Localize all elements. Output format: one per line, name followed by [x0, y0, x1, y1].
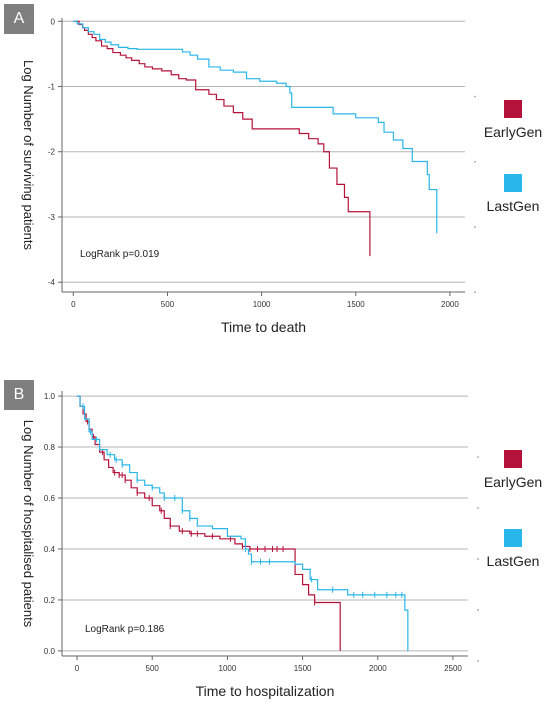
legend-item-lastgen-a: LastGen [463, 174, 550, 214]
x-tick-label-3: 1500 [347, 300, 365, 309]
chart-panel-b: 1.0 0.8 0.6 0.4 0.2 0.0 0 500 1000 1500 2000 2500 Ti… [0, 356, 550, 712]
y-tick-label-0: 1.0 [44, 392, 56, 401]
legend-swatch-lastgen-b [504, 529, 522, 547]
y-tick-label-0: 0 [51, 17, 56, 26]
panel-label-b: B [4, 380, 34, 410]
panel-label-a: A [4, 4, 34, 34]
y-tick-label-2: 0.6 [44, 494, 56, 503]
y-axis-label: Log Number of hospitalised patients [21, 420, 36, 628]
x-tick-label-3: 1500 [294, 664, 312, 673]
legend-label-earlygen-a: EarlyGen [483, 124, 543, 140]
edge-dot-2 [477, 507, 479, 509]
x-tick-label-1: 500 [161, 300, 175, 309]
legend-swatch-lastgen-a [504, 174, 522, 192]
edge-dot-4 [477, 609, 479, 611]
x-axis-label: Time to death [221, 319, 306, 335]
x-tick-label-0: 0 [71, 300, 76, 309]
x-tick-label-5: 2500 [444, 664, 462, 673]
logrank-annotation: LogRank p=0.019 [80, 249, 160, 260]
x-tick-label-0: 0 [75, 664, 80, 673]
chart-b-svg: 1.0 0.8 0.6 0.4 0.2 0.0 0 500 1000 1500 2000 2500 Ti… [21, 391, 479, 699]
edge-dot-1 [477, 456, 479, 458]
series-line-lastgen [73, 20, 438, 234]
legend-label-earlygen-b: EarlyGen [483, 474, 543, 490]
edge-dot-4 [474, 291, 476, 294]
series-line-earlygen [73, 20, 371, 257]
y-axis-label: Log Number of surviving patients [21, 60, 36, 251]
chart-panel-a: 0 -1 -2 -3 -4 0 500 1000 1500 2000 Time to death Lo… [4, 4, 550, 335]
x-tick-label-2: 1000 [219, 664, 237, 673]
x-tick-label-1: 500 [146, 664, 160, 673]
y-tick-label-4: 0.2 [44, 596, 56, 605]
edge-dot-3 [477, 558, 479, 560]
legend-item-lastgen-b: LastGen [463, 529, 550, 569]
edge-dot-1 [474, 95, 476, 98]
y-tick-label-3: -3 [48, 213, 56, 222]
legend-item-earlygen-a: EarlyGen [463, 100, 550, 140]
x-axis-label: Time to hospitalization [196, 683, 335, 699]
x-tick-label-4: 2000 [369, 664, 387, 673]
edge-dot-2 [474, 160, 476, 163]
series-line-lastgen [77, 395, 409, 651]
legend-swatch-earlygen-a [504, 100, 522, 118]
logrank-annotation: LogRank p=0.186 [85, 624, 165, 635]
legend-swatch-earlygen-b [504, 450, 522, 468]
chart-a-svg: 0 -1 -2 -3 -4 0 500 1000 1500 2000 Time to death Lo… [21, 17, 476, 335]
y-tick-label-1: -1 [48, 83, 56, 92]
x-tick-label-4: 2000 [441, 300, 459, 309]
legend-label-lastgen-b: LastGen [486, 553, 540, 569]
y-tick-label-1: 0.8 [44, 443, 56, 452]
legend-label-lastgen-a: LastGen [486, 198, 540, 214]
y-tick-label-5: 0.0 [44, 647, 56, 656]
series-line-earlygen [77, 395, 341, 651]
edge-dot-5 [477, 660, 479, 662]
y-tick-label-3: 0.4 [44, 545, 56, 554]
edge-dot-3 [474, 226, 476, 228]
y-tick-label-2: -2 [48, 148, 56, 157]
legend-item-earlygen-b: EarlyGen [463, 450, 550, 490]
y-tick-label-4: -4 [48, 278, 56, 287]
x-tick-label-2: 1000 [253, 300, 271, 309]
